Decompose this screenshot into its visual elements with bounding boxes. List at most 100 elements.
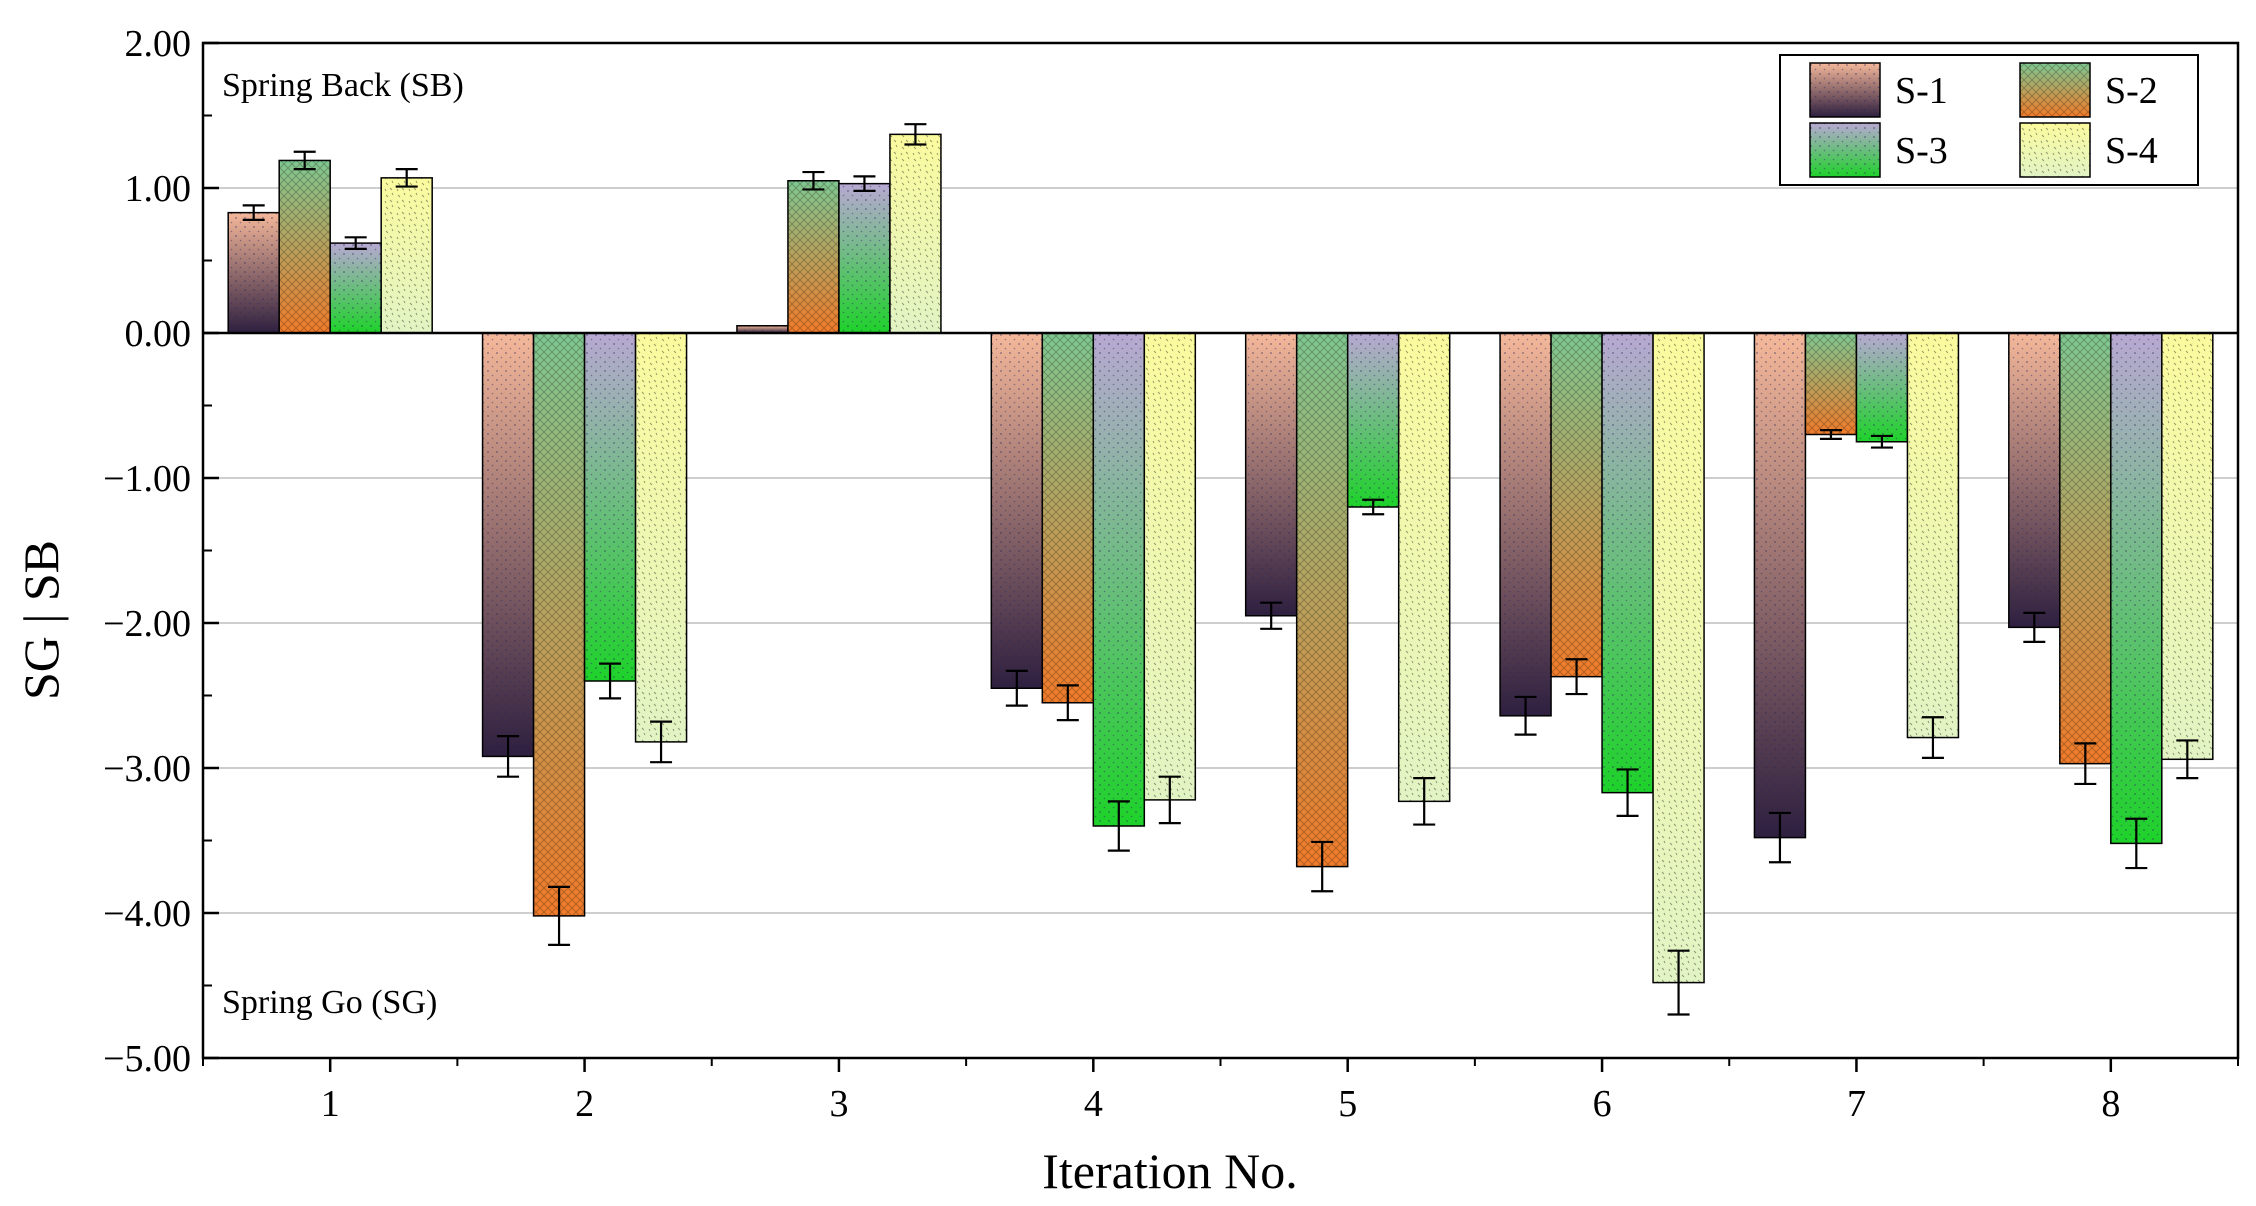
- error-bar-s-1-iter-5: [1260, 601, 1283, 630]
- bar-texture: [2161, 333, 2213, 760]
- bar-texture: [787, 180, 839, 333]
- bar-texture: [1347, 333, 1399, 507]
- error-bar-s-1-iter-2: [497, 734, 520, 778]
- error-bar-s-2-iter-4: [1056, 684, 1079, 722]
- bar-s-1-iter-7: [1753, 332, 1807, 839]
- x-tick-label: 2: [575, 1083, 594, 1125]
- x-tick-label: 5: [1338, 1083, 1357, 1125]
- bar-texture: [1551, 333, 1603, 677]
- error-bar-s-1-iter-8: [2023, 611, 2046, 643]
- y-tick-label: −4.00: [103, 893, 191, 935]
- legend-swatch-outline: [2019, 62, 2091, 118]
- error-bar-s-3-iter-2: [599, 662, 622, 700]
- bar-s-2-iter-7: [1804, 332, 1858, 436]
- bars: [227, 133, 2214, 984]
- legend-item-s-3: S-3: [1809, 122, 1948, 178]
- bar-s-3-iter-3: [838, 182, 891, 334]
- legend-swatch-outline: [1809, 62, 1881, 118]
- bar-texture: [736, 325, 788, 333]
- bar-s-3-iter-4: [1092, 332, 1146, 827]
- bar-texture: [1856, 333, 1908, 442]
- error-bar-s-3-iter-6: [1616, 768, 1639, 817]
- legend: S-1 S-2 S-3 S-4: [1779, 54, 2199, 186]
- error-bar-s-2-iter-6: [1565, 658, 1588, 696]
- x-tick-label: 1: [321, 1083, 340, 1125]
- legend-swatch-outline: [2019, 122, 2091, 178]
- error-bar-s-4-iter-3: [904, 123, 927, 146]
- bar-s-1-iter-5: [1244, 332, 1298, 617]
- bar-texture: [1398, 333, 1450, 802]
- bar-s-2-iter-3: [787, 180, 840, 334]
- bar-s-3-iter-8: [2110, 332, 2163, 845]
- bar-texture: [533, 333, 585, 916]
- bar-texture: [584, 333, 636, 681]
- error-bar-s-4-iter-4: [1158, 775, 1181, 825]
- error-bar-s-3-iter-5: [1362, 498, 1385, 516]
- x-tick-label: 3: [829, 1083, 848, 1125]
- y-tick-label: −2.00: [103, 603, 191, 645]
- x-tick-label: 7: [1847, 1083, 1866, 1125]
- annotation-spring-back: Spring Back (SB): [222, 67, 464, 104]
- legend-label: S-2: [2105, 70, 2158, 112]
- bar-s-4-iter-4: [1143, 332, 1197, 801]
- error-bar-s-2-iter-8: [2074, 742, 2097, 786]
- bar-texture: [1245, 333, 1297, 616]
- error-bar-s-3-iter-3: [853, 175, 876, 192]
- bar-s-2-iter-2: [532, 332, 586, 917]
- bar-s-2-iter-1: [278, 159, 331, 334]
- error-bar-s-2-iter-3: [802, 170, 825, 191]
- axes: 2.00 1.00 0.00 −1.00 −2.00 −3.00 −4.00 −5.00 1 2 3…: [103, 23, 2240, 1125]
- y-tick-label: −5.00: [103, 1038, 191, 1080]
- bar-texture: [2008, 333, 2060, 628]
- bar-texture: [838, 183, 890, 333]
- error-bar-s-2-iter-1: [293, 150, 316, 171]
- bar-texture: [2110, 333, 2162, 844]
- y-tick-label: 2.00: [125, 23, 192, 65]
- error-bar-s-1-iter-7: [1768, 811, 1791, 864]
- y-tick-label: 1.00: [125, 168, 192, 210]
- bar-s-4-iter-8: [2161, 332, 2214, 761]
- bar-s-4-iter-1: [380, 177, 433, 334]
- x-tick-label: 8: [2101, 1083, 2120, 1125]
- bar-s-4-iter-2: [634, 332, 688, 743]
- bar-texture: [889, 134, 941, 333]
- legend-label: S-4: [2105, 130, 2158, 172]
- error-bar-s-1-iter-4: [1005, 669, 1028, 707]
- bar-texture: [1602, 333, 1654, 793]
- y-tick-label: 0.00: [125, 313, 192, 355]
- bar-texture: [228, 212, 280, 333]
- bar-s-3-iter-7: [1855, 332, 1909, 443]
- bar-s-3-iter-5: [1346, 332, 1400, 508]
- error-bar-s-4-iter-5: [1413, 777, 1436, 826]
- bar-texture: [330, 243, 382, 333]
- bar-s-4-iter-3: [889, 133, 942, 334]
- bar-texture: [279, 160, 331, 333]
- bar-s-2-iter-4: [1041, 332, 1095, 704]
- bar-s-2-iter-6: [1550, 332, 1603, 678]
- legend-swatch-outline: [1809, 122, 1881, 178]
- error-bar-s-4-iter-8: [2176, 739, 2199, 780]
- bar-s-2-iter-8: [2059, 332, 2112, 765]
- y-tick-label: −1.00: [103, 458, 191, 500]
- bar-s-4-iter-6: [1652, 332, 1705, 984]
- bar-texture: [1093, 333, 1145, 826]
- bar-s-1-iter-4: [990, 332, 1044, 689]
- x-axis-title: Iteration No.: [1042, 1143, 1297, 1199]
- error-bar-s-4-iter-2: [650, 720, 673, 764]
- bar-texture: [991, 333, 1043, 689]
- error-bar-s-2-iter-7: [1819, 429, 1842, 440]
- bar-texture: [381, 177, 433, 333]
- bar-s-3-iter-6: [1601, 332, 1654, 794]
- bar-texture: [1042, 333, 1094, 703]
- bar-s-1-iter-2: [481, 332, 535, 758]
- bar-s-4-iter-7: [1906, 332, 1960, 739]
- legend-label: S-3: [1895, 130, 1948, 172]
- error-bar-s-4-iter-1: [395, 168, 418, 188]
- error-bar-s-2-iter-2: [548, 885, 571, 947]
- error-bar-s-3-iter-7: [1870, 434, 1893, 449]
- bar-s-1-iter-8: [2008, 332, 2061, 629]
- bar-s-1-iter-6: [1499, 332, 1552, 717]
- x-tick-label: 6: [1593, 1083, 1612, 1125]
- bar-s-1-iter-1: [227, 211, 280, 334]
